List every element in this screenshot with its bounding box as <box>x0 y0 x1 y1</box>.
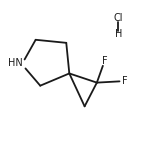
Text: HN: HN <box>8 58 22 69</box>
Text: H: H <box>115 29 122 39</box>
Text: F: F <box>122 76 127 86</box>
Text: F: F <box>102 56 107 66</box>
Text: Cl: Cl <box>114 13 123 23</box>
